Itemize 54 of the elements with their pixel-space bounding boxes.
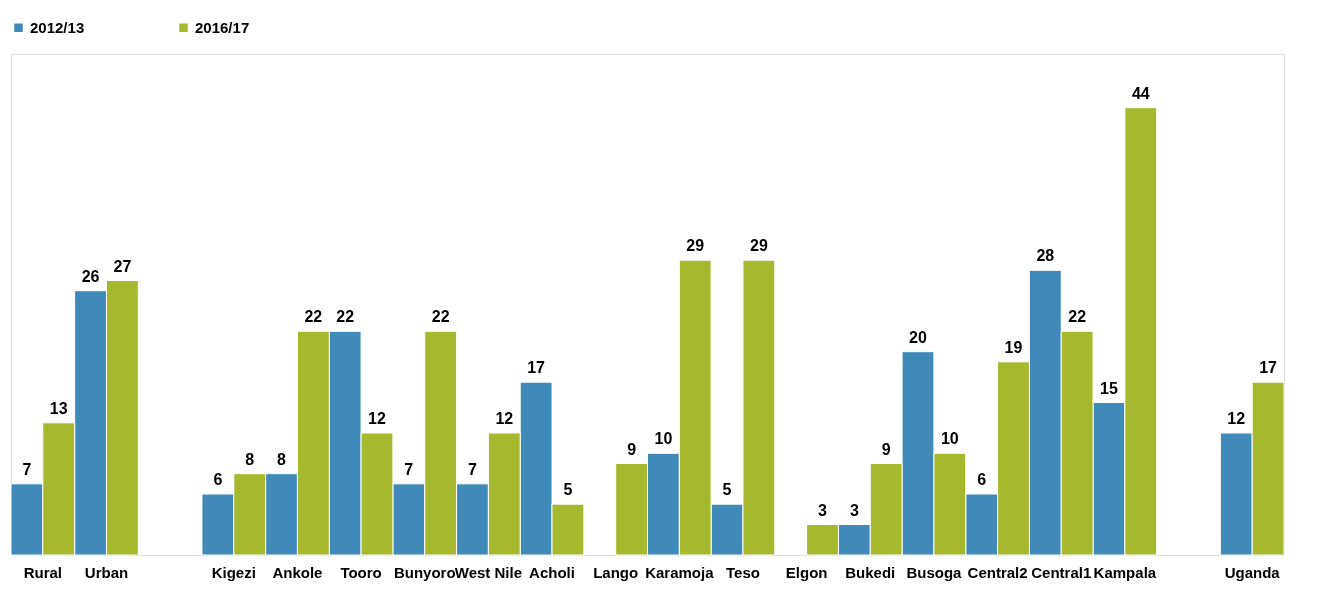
data-label: 5 [563, 481, 573, 499]
data-label: 9 [627, 440, 637, 458]
data-label: 7 [22, 460, 32, 478]
x-tick-label: Acholi [529, 563, 575, 581]
x-tick-label: Central1 [1031, 563, 1092, 581]
x-tick-label: Karamoja [645, 563, 715, 581]
legend-label: 2016/17 [195, 18, 250, 36]
data-label: 19 [1004, 338, 1023, 356]
data-label: 10 [654, 430, 673, 448]
x-tick-label: Kigezi [211, 563, 256, 581]
data-label: 29 [686, 237, 705, 255]
data-label: 29 [749, 237, 768, 255]
data-label: 17 [1259, 359, 1278, 377]
x-tick-label: Ankole [272, 563, 323, 581]
data-label: 3 [849, 501, 859, 519]
x-tick-label: Central2 [967, 563, 1028, 581]
x-tick-label: Elgon [785, 563, 828, 581]
x-tick-label: West Nile [454, 563, 522, 581]
data-label: 26 [81, 267, 100, 285]
data-label: 22 [431, 308, 450, 326]
data-label: 27 [113, 257, 132, 275]
data-label: 8 [277, 450, 287, 468]
x-tick-label: Tooro [340, 563, 382, 581]
legend-label: 2012/13 [30, 18, 85, 36]
data-label: 3 [818, 501, 828, 519]
data-label: 22 [304, 308, 323, 326]
data-label: 22 [336, 308, 355, 326]
x-tick-label: Rural [23, 563, 62, 581]
data-label: 6 [977, 471, 987, 488]
x-tick-label: Bukedi [845, 563, 896, 581]
data-label: 15 [1100, 379, 1118, 397]
data-label: 8 [245, 450, 255, 468]
x-tick-label: Uganda [1224, 563, 1281, 581]
data-label: 20 [909, 328, 928, 346]
x-tick-label: Urban [84, 563, 129, 581]
x-tick-label: Kampala [1093, 563, 1157, 581]
data-label: 5 [722, 481, 732, 499]
data-label: 7 [468, 460, 478, 478]
data-label: 44 [1131, 84, 1150, 102]
data-label: 12 [368, 410, 386, 427]
data-label: 22 [1068, 308, 1087, 326]
data-label: 12 [1227, 410, 1246, 427]
data-label: 12 [495, 410, 514, 427]
data-label: 28 [1036, 247, 1055, 265]
data-label: 17 [527, 359, 546, 377]
data-label: 6 [213, 471, 223, 488]
x-tick-label: Teso [726, 563, 760, 581]
x-tick-label: Busoga [906, 563, 963, 581]
data-label: 10 [940, 430, 959, 448]
data-label: 13 [49, 399, 68, 417]
x-tick-label: Lango [593, 563, 639, 581]
data-label: 7 [404, 460, 414, 478]
data-label: 9 [881, 440, 891, 458]
x-tick-label: Bunyoro [393, 563, 456, 581]
